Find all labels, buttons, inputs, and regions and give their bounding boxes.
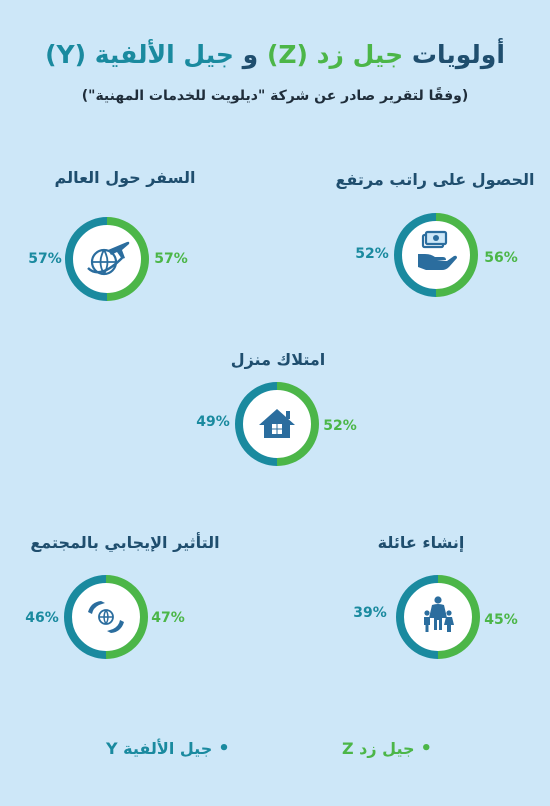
hands-globe-icon	[88, 601, 124, 633]
legend-gen-z: • جيل زد Z	[342, 738, 432, 759]
donut-high-salary	[394, 213, 478, 297]
pct-gen-y-travel: 57%	[28, 251, 62, 267]
category-label-high-salary: الحصول على راتب مرتفع	[335, 170, 535, 189]
donut-travel	[65, 217, 149, 301]
pct-gen-y-social-impact: 46%	[25, 610, 59, 626]
pct-gen-y-own-house: 49%	[196, 414, 230, 430]
pct-gen-z-family: 45%	[484, 612, 518, 628]
legend-dot-gen-y: •	[218, 738, 230, 759]
donut-segment-gen-z	[105, 575, 148, 659]
donut-segment-gen-z	[106, 217, 149, 301]
donut-segment-gen-y	[396, 575, 439, 659]
page-title: أولويات جيل زد (Z) و جيل الألفية (Y)	[0, 38, 550, 72]
house-icon	[259, 409, 295, 438]
title-part1: أولويات	[411, 40, 505, 69]
page-subtitle: (وفقًا لتقرير صادر عن شركة "ديلويت للخدم…	[81, 88, 469, 104]
pct-gen-y-high-salary: 52%	[355, 246, 389, 262]
donut-own-house	[235, 382, 319, 466]
pct-gen-z-high-salary: 56%	[484, 250, 518, 266]
legend-gen-y: • جيل الألفية Y	[106, 738, 230, 759]
donut-segment-gen-z	[437, 575, 480, 659]
pct-gen-z-own-house: 52%	[323, 418, 357, 434]
donut-segment-gen-z	[435, 213, 478, 297]
category-label-family: إنشاء عائلة	[377, 533, 465, 552]
donut-segment-gen-y	[65, 217, 108, 301]
legend-label-gen-z: جيل زد Z	[342, 739, 415, 758]
family-icon	[424, 596, 454, 632]
donut-family	[396, 575, 480, 659]
title-gen-z: جيل زد (Z)	[266, 40, 404, 69]
pct-gen-z-travel: 57%	[154, 251, 188, 267]
donut-segment-gen-y	[394, 213, 437, 297]
category-label-own-house: امتلاك منزل	[230, 350, 326, 369]
category-label-social-impact: التأثير الإيجابي بالمجتمع	[30, 533, 220, 552]
title-gen-y: جيل الألفية (Y)	[45, 40, 234, 69]
donut-social-impact	[64, 575, 148, 659]
donut-segment-gen-y	[235, 382, 278, 466]
pct-gen-y-family: 39%	[353, 605, 387, 621]
category-label-travel: السفر حول العالم	[54, 168, 196, 187]
legend-dot-gen-z: •	[420, 738, 433, 759]
money-hand-icon	[418, 230, 457, 270]
globe-plane-icon	[87, 241, 130, 276]
legend-label-gen-y: جيل الألفية Y	[106, 739, 213, 758]
donut-segment-gen-y	[64, 575, 107, 659]
donut-inner-background	[402, 221, 470, 289]
donut-segment-gen-z	[276, 382, 319, 466]
pct-gen-z-social-impact: 47%	[151, 610, 185, 626]
title-and: و	[242, 40, 259, 69]
